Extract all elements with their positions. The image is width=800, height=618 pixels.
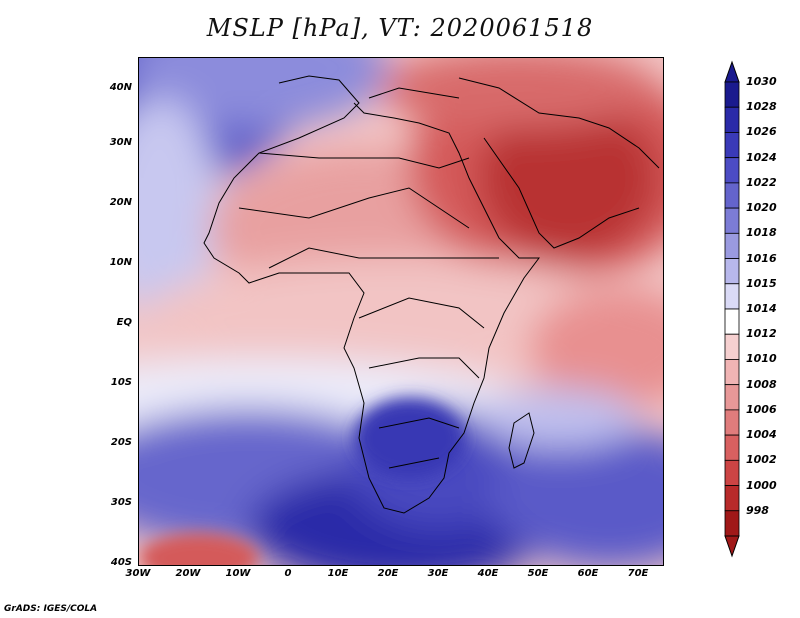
lon-label-40e: 40E <box>477 568 499 579</box>
colorbar-label: 998 <box>746 503 769 517</box>
colorbar-segment <box>724 232 740 259</box>
colorbar-label: 1016 <box>746 251 777 265</box>
colorbar-label: 1014 <box>746 302 777 315</box>
lon-label-20w: 20W <box>175 568 201 579</box>
colorbar-segment <box>724 510 740 537</box>
colorbar-segment <box>724 485 740 512</box>
lon-label-30e: 30E <box>427 568 449 579</box>
lat-label-40s: 40S <box>110 557 132 568</box>
colorbar-label: 1030 <box>746 75 777 88</box>
colorbar-label: 1028 <box>746 100 777 114</box>
mslp-map <box>138 57 664 566</box>
colorbar-label: 1012 <box>746 327 777 341</box>
lat-label-10s: 10S <box>110 377 132 388</box>
colorbar-bottom-arrow <box>724 535 740 558</box>
colorbar-segment <box>724 384 740 411</box>
colorbar-label: 1024 <box>746 150 777 164</box>
colorbar-segment <box>724 106 740 133</box>
colorbar-label: 1002 <box>746 453 777 467</box>
colorbar-segment <box>724 182 740 209</box>
colorbar-label: 1020 <box>746 201 777 215</box>
colorbar-segment <box>724 283 740 310</box>
lat-label-eq: EQ <box>116 317 132 328</box>
lon-label-10w: 10W <box>225 568 251 579</box>
lon-label-10e: 10E <box>327 568 349 579</box>
colorbar-top-arrow <box>724 60 740 83</box>
lon-label-30w: 30W <box>125 568 151 579</box>
colorbar-segment <box>724 258 740 285</box>
colorbar-segment <box>724 207 740 234</box>
colorbar-label: 1022 <box>746 175 777 189</box>
colorbar-label: 1004 <box>746 428 777 442</box>
lat-label-20n: 20N <box>109 197 132 208</box>
colorbar-segment <box>724 157 740 184</box>
colorbar-segment <box>724 359 740 386</box>
pressure-field <box>139 58 663 565</box>
colorbar-segment <box>724 459 740 486</box>
colorbar-strip <box>724 60 740 558</box>
colorbar-segment <box>724 333 740 360</box>
colorbar-label: 1015 <box>746 276 777 290</box>
colorbar-label: 1006 <box>746 402 777 416</box>
lon-label-20e: 20E <box>377 568 399 579</box>
colorbar-label: 1018 <box>746 226 777 240</box>
coastlines <box>203 75 660 514</box>
lon-label-50e: 50E <box>527 568 549 579</box>
colorbar-label: 1010 <box>746 352 777 366</box>
colorbar-segment <box>724 81 740 108</box>
lat-label-20s: 20S <box>110 437 132 448</box>
colorbar-label: 1026 <box>746 125 777 139</box>
colorbar-segment <box>724 308 740 335</box>
lat-label-40n: 40N <box>109 82 132 93</box>
lat-label-10n: 10N <box>109 257 132 268</box>
colorbar-segment <box>724 409 740 436</box>
colorbar-label: 1008 <box>746 377 777 391</box>
colorbar-segment <box>724 434 740 461</box>
lat-label-30s: 30S <box>110 497 132 508</box>
lon-label-0: 0 <box>284 568 292 579</box>
credit-text: GrADS: IGES/COLA <box>4 604 98 614</box>
chart-title: MSLP [hPa], VT: 2020061518 <box>206 14 594 42</box>
lon-label-60e: 60E <box>577 568 599 579</box>
colorbar-label: 1000 <box>746 478 777 492</box>
colorbar-segment <box>724 132 740 159</box>
lon-label-70e: 70E <box>627 568 649 579</box>
lat-label-30n: 30N <box>109 137 132 148</box>
